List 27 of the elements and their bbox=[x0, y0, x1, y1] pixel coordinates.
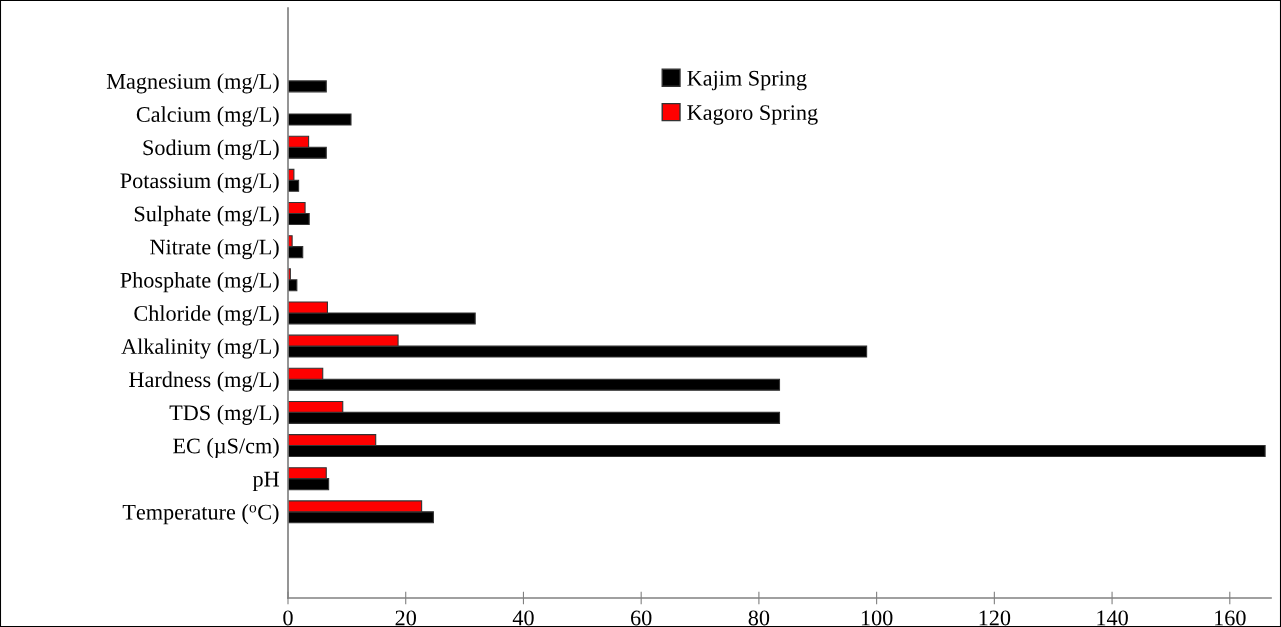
y-tick-label: Temperature ($^{o}$C) bbox=[122, 504, 279, 525]
y-tick-label: Magnesium (mg/L) bbox=[106, 73, 279, 94]
y-tick-label: Calcium (mg/L) bbox=[136, 106, 279, 127]
y-tick-label: Sodium (mg/L) bbox=[143, 139, 279, 160]
y-tick-label: Potassium (mg/L) bbox=[120, 172, 279, 193]
x-tick-label: 60 bbox=[631, 610, 652, 626]
legend-label: Kagoro Spring bbox=[687, 105, 818, 125]
y-tick-label: Nitrate (mg/L) bbox=[150, 238, 279, 260]
legend-label: Kajim Spring bbox=[687, 70, 807, 91]
y-tick-label: Sulphate (mg/L) bbox=[134, 205, 279, 227]
x-tick-label: 100 bbox=[861, 610, 893, 626]
x-tick-label: 80 bbox=[748, 610, 770, 626]
y-tick-label: Alkalinity (mg/L) bbox=[121, 338, 279, 359]
y-tick-label: Chloride (mg/L) bbox=[134, 305, 279, 326]
y-tick-label: Hardness (mg/L) bbox=[129, 371, 279, 392]
x-tick-label: 40 bbox=[512, 610, 534, 626]
x-tick-label: 160 bbox=[1215, 610, 1246, 626]
y-tick-label: TDS (mg/L) bbox=[169, 404, 279, 425]
x-tick-label: 120 bbox=[979, 610, 1011, 626]
x-tick-label: 0 bbox=[283, 610, 293, 626]
x-tick-label: 20 bbox=[395, 610, 416, 626]
y-tick-label: pH bbox=[252, 471, 280, 492]
bar bbox=[288, 80, 327, 93]
bar bbox=[288, 113, 352, 126]
x-tick-label: 140 bbox=[1097, 610, 1128, 626]
y-tick-label: Phosphate (mg/L) bbox=[120, 272, 279, 293]
y-tick-label: EC (µS/cm) bbox=[173, 437, 279, 458]
